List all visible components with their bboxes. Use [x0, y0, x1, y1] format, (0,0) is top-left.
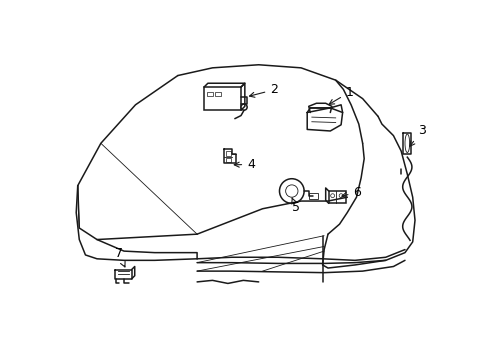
Text: 5: 5 — [291, 198, 299, 214]
Circle shape — [285, 185, 297, 197]
Text: 4: 4 — [234, 158, 255, 171]
Circle shape — [339, 194, 342, 198]
Bar — [328, 191, 345, 203]
Bar — [225, 151, 230, 156]
Bar — [203, 87, 241, 110]
Text: 2: 2 — [249, 83, 278, 97]
Bar — [214, 92, 221, 95]
Text: 3: 3 — [409, 124, 425, 146]
Bar — [308, 193, 317, 199]
Bar — [225, 158, 230, 162]
Circle shape — [241, 104, 246, 110]
Text: 7: 7 — [115, 247, 125, 267]
Ellipse shape — [404, 134, 409, 153]
Circle shape — [330, 194, 334, 198]
Bar — [207, 92, 213, 95]
Circle shape — [279, 179, 304, 203]
Text: 6: 6 — [341, 186, 361, 199]
Text: 1: 1 — [328, 86, 353, 104]
